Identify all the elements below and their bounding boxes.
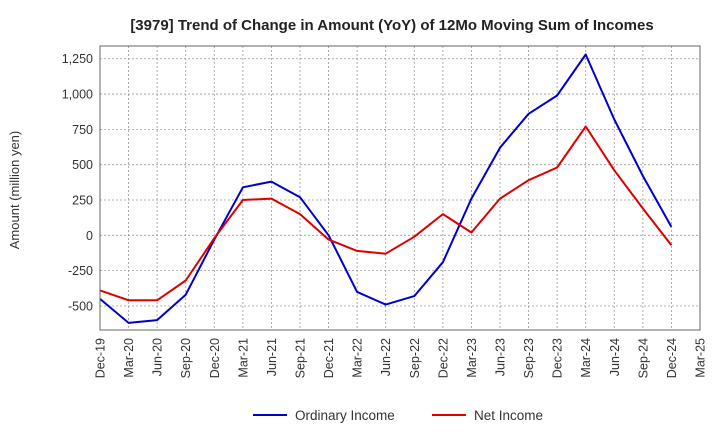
x-tick-label: Mar-24 [579, 338, 593, 378]
x-tick-label: Sep-20 [179, 338, 193, 378]
y-tick-label: 500 [72, 158, 93, 172]
y-tick-labels: -500 -250 0 250 500 750 1,000 1,250 [62, 52, 93, 313]
x-tick-label: Jun-24 [608, 338, 622, 376]
legend-label-ordinary-income: Ordinary Income [295, 408, 395, 423]
x-tick-label: Sep-24 [636, 338, 650, 378]
y-tick-label: 1,000 [62, 88, 93, 102]
x-tick-labels: Dec-19 Mar-20 Jun-20 Sep-20 Dec-20 Mar-21 Jun-… [94, 338, 708, 378]
x-tick-label: Sep-21 [294, 338, 308, 378]
y-tick-label: 0 [86, 229, 93, 243]
y-tick-label: 750 [72, 123, 93, 137]
x-tick-label: Jun-22 [379, 338, 393, 376]
x-tick-label: Mar-25 [694, 338, 708, 378]
series-layer [99, 53, 673, 324]
y-axis-label: Amount (million yen) [7, 131, 22, 250]
legend-label-net-income: Net Income [474, 408, 543, 423]
x-tick-label: Mar-20 [122, 338, 136, 378]
x-tick-label: Dec-19 [94, 338, 108, 378]
x-tick-label: Dec-23 [551, 338, 565, 378]
x-tick-label: Dec-21 [322, 338, 336, 378]
legend: Ordinary Income Net Income [253, 408, 543, 423]
grid-layer [99, 46, 701, 330]
plot-frame [99, 45, 701, 331]
y-tick-label: -250 [68, 264, 93, 278]
y-tick-label: -500 [68, 299, 93, 313]
x-tick-label: Dec-20 [208, 338, 222, 378]
y-tick-label: 250 [72, 194, 93, 208]
x-tick-label: Mar-21 [236, 338, 250, 378]
x-tick-label: Dec-24 [665, 338, 679, 378]
x-tick-label: Dec-22 [436, 338, 450, 378]
x-tick-label: Sep-23 [522, 338, 536, 378]
x-tick-label: Mar-23 [465, 338, 479, 378]
x-tick-label: Jun-23 [494, 338, 508, 376]
series-line-ordinary-income [99, 53, 673, 324]
y-tick-label: 1,250 [62, 52, 93, 66]
x-tick-label: Mar-22 [351, 338, 365, 378]
x-tick-label: Sep-22 [408, 338, 422, 378]
series-line-net-income [99, 125, 673, 302]
chart-title: [3979] Trend of Change in Amount (YoY) o… [130, 17, 653, 34]
x-tick-label: Jun-20 [151, 338, 165, 376]
x-tick-label: Jun-21 [265, 338, 279, 376]
